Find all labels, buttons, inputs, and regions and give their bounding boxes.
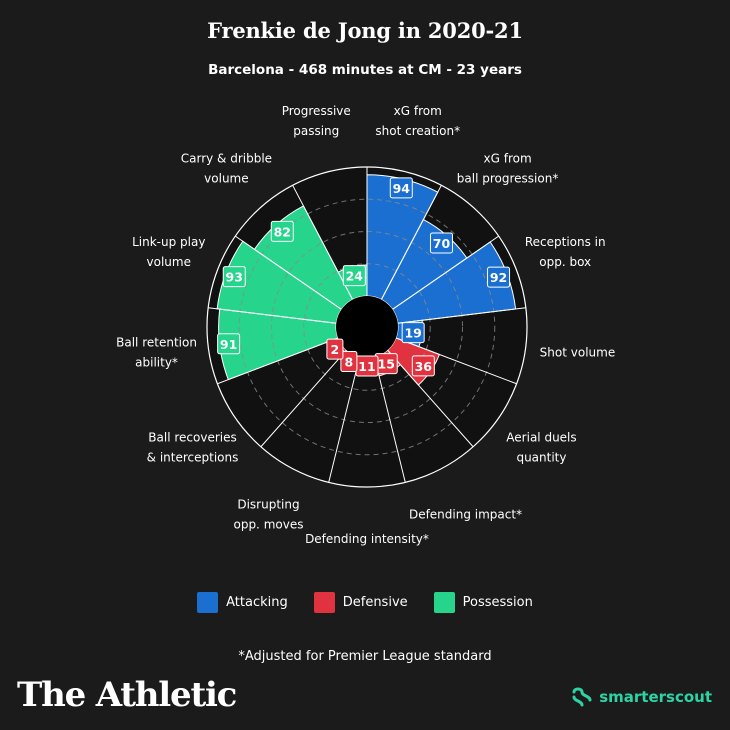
legend: Attacking Defensive Possession <box>0 592 730 613</box>
value-label: 19 <box>404 326 421 341</box>
legend-label-possession: Possession <box>462 595 533 610</box>
grid-spoke <box>373 356 406 483</box>
value-label: 15 <box>378 357 395 372</box>
value-label: 91 <box>220 337 237 352</box>
category-label: Defending impact* <box>409 508 522 522</box>
category-label: Defending intensity* <box>305 532 429 546</box>
grid-spoke <box>397 307 526 324</box>
legend-item-attacking: Attacking <box>197 592 288 613</box>
value-label: 11 <box>358 359 375 374</box>
bar-possession <box>218 308 339 381</box>
grid-ring <box>271 231 463 423</box>
value-label: 82 <box>274 224 291 239</box>
value-badge-attacking <box>389 177 413 199</box>
category-label: Receptions in opp. box <box>525 235 606 269</box>
value-label: 36 <box>415 359 433 374</box>
grid-spoke <box>217 337 339 385</box>
smarterscout-icon <box>572 687 592 707</box>
category-label: Ball recoveries & interceptions <box>147 430 239 464</box>
category-label: Disrupting opp. moves <box>233 498 303 532</box>
value-label: 2 <box>331 342 340 357</box>
grid-spoke <box>328 356 361 483</box>
value-label: 92 <box>490 270 507 285</box>
smarterscout-logo: smarterscout <box>570 685 712 709</box>
bar-attacking <box>391 241 517 324</box>
the-athletic-logo: The Athletic <box>17 675 237 715</box>
footnote: *Adjusted for Premier League standard <box>238 649 492 664</box>
bar-possession <box>216 240 343 324</box>
legend-item-possession: Possession <box>433 592 533 613</box>
value-badge-possession <box>342 265 366 287</box>
grid-spoke <box>395 337 517 385</box>
category-label: Progressive passing <box>282 104 351 138</box>
category-label: Shot volume <box>540 346 616 360</box>
category-label: Carry & dribble volume <box>181 151 272 185</box>
legend-label-defensive: Defensive <box>342 595 408 610</box>
category-label: Ball retention ability* <box>116 336 197 370</box>
legend-item-defensive: Defensive <box>313 592 408 613</box>
value-label: 93 <box>226 270 243 285</box>
legend-swatch-attacking <box>197 592 219 613</box>
category-label: xG from ball progression* <box>457 151 559 185</box>
value-label: 24 <box>346 269 364 284</box>
smarterscout-wordmark: smarterscout <box>599 688 712 706</box>
value-label: 8 <box>345 355 354 370</box>
chart-title: Frenkie de Jong in 2020-21 <box>207 18 523 43</box>
grid-spoke <box>380 185 442 300</box>
value-label: 94 <box>393 181 411 196</box>
grid-spoke <box>208 307 337 324</box>
grid-spoke <box>392 235 499 310</box>
value-badge-defensive <box>411 355 435 377</box>
category-label: xG from shot creation* <box>375 104 460 138</box>
grid-spoke <box>292 185 354 300</box>
grid-ring <box>238 198 496 456</box>
category-label: Aerial duels quantity <box>506 430 576 464</box>
grid-spoke <box>260 349 347 448</box>
value-badge-defensive <box>326 338 344 360</box>
chart-subtitle: Barcelona - 468 minutes at CM - 23 years <box>208 62 522 78</box>
legend-swatch-defensive <box>313 592 335 613</box>
value-badge-defensive <box>340 351 358 373</box>
center-hole <box>336 296 398 358</box>
value-badge-attacking <box>429 232 453 254</box>
value-badge-attacking <box>401 322 425 344</box>
value-label: 70 <box>433 236 451 251</box>
category-label: Link-up play volume <box>132 235 205 269</box>
value-badge-possession <box>270 220 294 242</box>
value-badge-possession <box>217 333 241 355</box>
value-badge-attacking <box>487 266 511 288</box>
legend-swatch-possession <box>433 592 455 613</box>
value-badge-possession <box>222 266 246 288</box>
grid-spoke <box>235 235 342 310</box>
grid-spoke <box>387 349 474 448</box>
legend-label-attacking: Attacking <box>226 595 288 610</box>
